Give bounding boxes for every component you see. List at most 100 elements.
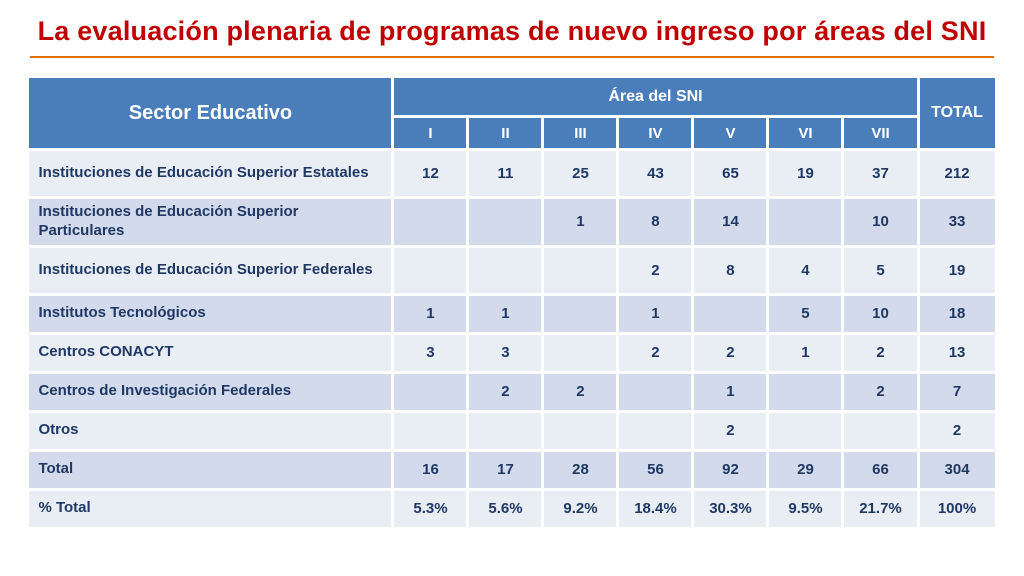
cell: 56 bbox=[616, 448, 695, 491]
page-title: La evaluación plenaria de programas de n… bbox=[37, 16, 987, 46]
row-label: % Total bbox=[26, 487, 395, 530]
cell bbox=[541, 409, 620, 452]
cell: 9.2% bbox=[541, 487, 620, 530]
cell: 3 bbox=[466, 331, 545, 374]
row-label: Institutos Tecnológicos bbox=[26, 292, 395, 335]
header-row-group: Sector Educativo Área del SNI TOTAL bbox=[26, 75, 998, 151]
area-col-5: V bbox=[691, 115, 770, 151]
cell bbox=[541, 292, 620, 335]
cell: 1 bbox=[616, 292, 695, 335]
cell: 65 bbox=[691, 148, 770, 199]
cell bbox=[391, 370, 470, 413]
header-row-areas: I II III IV V VI VII bbox=[28, 115, 996, 151]
area-col-1: I bbox=[391, 115, 470, 151]
cell bbox=[466, 409, 545, 452]
cell bbox=[691, 292, 770, 335]
cell: 5.3% bbox=[391, 487, 470, 530]
cell: 5.6% bbox=[466, 487, 545, 530]
row-total: 2 bbox=[916, 409, 998, 452]
cell: 18.4% bbox=[616, 487, 695, 530]
cell: 8 bbox=[691, 244, 770, 296]
cell bbox=[616, 409, 695, 452]
slide: La evaluación plenaria de programas de n… bbox=[0, 16, 1024, 576]
area-col-4: IV bbox=[616, 115, 695, 151]
sni-areas-table: Sector Educativo Área del SNI TOTAL I II… bbox=[26, 75, 998, 530]
cell bbox=[841, 409, 920, 452]
row-total: 18 bbox=[916, 292, 998, 335]
row-total: 212 bbox=[916, 148, 998, 199]
row-total: 7 bbox=[916, 370, 998, 413]
area-del-sni-header: Área del SNI bbox=[391, 75, 920, 118]
cell: 5 bbox=[766, 292, 845, 335]
cell bbox=[466, 244, 545, 296]
cell: 19 bbox=[766, 148, 845, 199]
cell bbox=[541, 331, 620, 374]
cell: 12 bbox=[391, 148, 470, 199]
cell: 2 bbox=[691, 409, 770, 452]
cell: 21.7% bbox=[841, 487, 920, 530]
area-col-6: VI bbox=[766, 115, 845, 151]
cell: 1 bbox=[466, 292, 545, 335]
cell: 8 bbox=[616, 196, 695, 248]
table-row: Centros de Investigación Federales 2 2 1… bbox=[26, 370, 998, 413]
table-row: Otros 2 2 bbox=[26, 409, 998, 452]
row-total: 33 bbox=[916, 196, 998, 248]
cell: 5 bbox=[841, 244, 920, 296]
cell: 1 bbox=[541, 196, 620, 248]
cell: 1 bbox=[391, 292, 470, 335]
cell: 1 bbox=[691, 370, 770, 413]
cell bbox=[391, 409, 470, 452]
cell bbox=[391, 244, 470, 296]
row-label: Total bbox=[26, 448, 395, 491]
table-row: Instituciones de Educación Superior Esta… bbox=[26, 148, 998, 199]
cell: 10 bbox=[841, 292, 920, 335]
table-row-total: Total 16 17 28 56 92 29 66 304 bbox=[26, 448, 998, 491]
title-underline bbox=[30, 56, 994, 58]
total-header: TOTAL bbox=[916, 75, 998, 151]
row-total: 100% bbox=[916, 487, 998, 530]
cell: 43 bbox=[616, 148, 695, 199]
table-row: Institutos Tecnológicos 1 1 1 5 10 18 bbox=[26, 292, 998, 335]
cell: 28 bbox=[541, 448, 620, 491]
area-col-7: VII bbox=[841, 115, 920, 151]
cell: 9.5% bbox=[766, 487, 845, 530]
cell bbox=[766, 196, 845, 248]
cell bbox=[391, 196, 470, 248]
row-label: Otros bbox=[26, 409, 395, 452]
cell: 16 bbox=[391, 448, 470, 491]
area-col-2: II bbox=[466, 115, 545, 151]
cell: 2 bbox=[466, 370, 545, 413]
cell: 2 bbox=[616, 331, 695, 374]
cell: 4 bbox=[766, 244, 845, 296]
table-header: Sector Educativo Área del SNI TOTAL I II… bbox=[26, 75, 998, 151]
row-total: 19 bbox=[916, 244, 998, 296]
row-label: Instituciones de Educación Superior Esta… bbox=[26, 148, 395, 199]
cell: 29 bbox=[766, 448, 845, 491]
cell: 2 bbox=[541, 370, 620, 413]
table-row: Centros CONACYT 3 3 2 2 1 2 13 bbox=[26, 331, 998, 374]
cell: 37 bbox=[841, 148, 920, 199]
table-row: Instituciones de Educación Superior Part… bbox=[26, 196, 998, 248]
cell: 92 bbox=[691, 448, 770, 491]
sector-educativo-header: Sector Educativo bbox=[26, 75, 395, 151]
row-label: Instituciones de Educación Superior Part… bbox=[26, 196, 395, 248]
cell bbox=[766, 409, 845, 452]
cell: 25 bbox=[541, 148, 620, 199]
cell: 2 bbox=[841, 331, 920, 374]
row-label: Centros de Investigación Federales bbox=[26, 370, 395, 413]
row-total: 13 bbox=[916, 331, 998, 374]
cell bbox=[766, 370, 845, 413]
cell bbox=[541, 244, 620, 296]
cell: 2 bbox=[616, 244, 695, 296]
row-label: Instituciones de Educación Superior Fede… bbox=[26, 244, 395, 296]
row-label: Centros CONACYT bbox=[26, 331, 395, 374]
cell: 1 bbox=[766, 331, 845, 374]
cell: 10 bbox=[841, 196, 920, 248]
table-row-percent: % Total 5.3% 5.6% 9.2% 18.4% 30.3% 9.5% … bbox=[26, 487, 998, 530]
table-body: Instituciones de Educación Superior Esta… bbox=[26, 148, 998, 530]
cell bbox=[466, 196, 545, 248]
cell: 2 bbox=[691, 331, 770, 374]
cell: 14 bbox=[691, 196, 770, 248]
row-total: 304 bbox=[916, 448, 998, 491]
area-col-3: III bbox=[541, 115, 620, 151]
